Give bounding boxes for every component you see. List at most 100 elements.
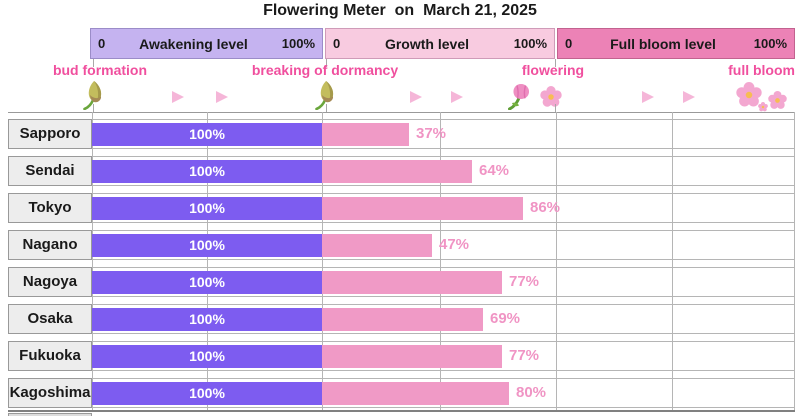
city-label: Fukuoka: [8, 341, 92, 371]
awakening-bar-label: 100%: [189, 274, 225, 290]
gridline: [556, 112, 557, 410]
awakening-bar-label: 100%: [189, 237, 225, 253]
gridline: [322, 112, 323, 410]
gridline: [92, 148, 795, 149]
stage-tick: [555, 59, 556, 67]
stage-label-bud-formation: bud formation: [52, 62, 148, 78]
city-label: Kagoshima: [8, 378, 92, 408]
awakening-bar: 100%: [92, 234, 322, 257]
growth-percent-label: 86%: [530, 199, 561, 216]
bud-icon: [315, 81, 334, 110]
bud-icon: [83, 81, 102, 110]
awakening-bar: 100%: [92, 271, 322, 294]
growth-bar: [322, 234, 432, 257]
full-bloom-min-label: 0: [565, 36, 573, 51]
awakening-bar: 100%: [92, 160, 322, 183]
growth-percent-label: 80%: [516, 384, 547, 401]
growth-bar: [322, 345, 502, 368]
tulip-flower-icon: [508, 84, 530, 110]
cherry-blossom-icon: [736, 82, 762, 107]
gridline: [92, 156, 795, 157]
growth-bar: [322, 197, 523, 220]
full-bloom-level-band: 0 Full bloom level 100%: [557, 28, 795, 59]
page-title: Flowering Meter on March 21, 2025: [263, 2, 537, 19]
awakening-bar-label: 100%: [189, 200, 225, 216]
gridline: [92, 333, 795, 334]
table-row: Fukuoka 100% 77%: [8, 341, 795, 371]
awakening-bar-label: 100%: [189, 163, 225, 179]
stage-tick: [555, 104, 556, 112]
growth-percent-label: 37%: [416, 125, 447, 142]
stage-tick: [326, 104, 327, 112]
arrow-right-icon: [216, 91, 228, 103]
growth-bar: [322, 271, 502, 294]
arrow-right-icon: [683, 91, 695, 103]
full-bloom-band-label: Full bloom level: [610, 35, 716, 52]
gridline: [92, 267, 795, 268]
growth-level-band: 0 Growth level 100%: [325, 28, 555, 59]
table-row: Sendai 100% 64%: [8, 156, 795, 186]
arrow-right-icon: [410, 91, 422, 103]
awakening-bar: 100%: [92, 308, 322, 331]
gridline: [92, 370, 795, 371]
stage-label-full-bloom: full bloom: [728, 62, 795, 78]
city-label: Nagoya: [8, 267, 92, 297]
awakening-bar: 100%: [92, 345, 322, 368]
city-label: Nagano: [8, 230, 92, 260]
awakening-max-label: 100%: [281, 36, 315, 51]
gridline: [92, 304, 795, 305]
stage-tick: [93, 104, 94, 112]
growth-percent-label: 64%: [479, 162, 510, 179]
awakening-bar: 100%: [92, 197, 322, 220]
full-bloom-max-label: 100%: [753, 36, 787, 51]
table-right-border: [794, 112, 795, 410]
growth-percent-label: 77%: [509, 347, 540, 364]
cherry-blossom-icon: [540, 86, 562, 107]
awakening-band-label: Awakening level: [139, 35, 248, 52]
growth-bar: [322, 382, 509, 405]
growth-max-label: 100%: [513, 36, 547, 51]
gridline: [92, 296, 795, 297]
awakening-level-band: 0 Awakening level 100%: [90, 28, 323, 59]
awakening-min-label: 0: [98, 36, 106, 51]
table-bottom-border: [8, 410, 795, 412]
gridline: [207, 112, 208, 410]
stage-label-flowering: flowering: [521, 62, 585, 78]
arrow-right-icon: [642, 91, 654, 103]
growth-percent-label: 69%: [490, 310, 521, 327]
gridline: [440, 112, 441, 410]
gridline: [92, 193, 795, 194]
growth-bar: [322, 123, 409, 146]
table-row: Nagoya 100% 77%: [8, 267, 795, 297]
stage-tick: [326, 59, 327, 67]
cherry-blossom-icon: [758, 102, 768, 112]
stage-tick: [93, 59, 94, 67]
city-label: Osaka: [8, 304, 92, 334]
awakening-bar: 100%: [92, 382, 322, 405]
table-row: Kagoshima 100% 80%: [8, 378, 795, 408]
gridline: [92, 185, 795, 186]
gridline: [92, 407, 795, 408]
arrow-right-icon: [172, 91, 184, 103]
gridline: [92, 341, 795, 342]
city-label: Sapporo: [8, 119, 92, 149]
city-label: Tokyo: [8, 193, 92, 223]
table-row: Tokyo 100% 86%: [8, 193, 795, 223]
awakening-bar-label: 100%: [189, 348, 225, 364]
gridline: [92, 119, 795, 120]
awakening-bar-label: 100%: [189, 311, 225, 327]
city-label: Sendai: [8, 156, 92, 186]
growth-bar: [322, 160, 472, 183]
table-row: Sapporo 100% 37%: [8, 119, 795, 149]
partial-next-row-cell: [8, 413, 92, 416]
awakening-bar-label: 100%: [189, 385, 225, 401]
gridline: [672, 112, 673, 410]
growth-band-label: Growth level: [384, 35, 469, 52]
table-top-border: [8, 112, 795, 113]
growth-bar: [322, 308, 483, 331]
gridline: [92, 222, 795, 223]
stage-label-breaking-of-dormancy: breaking of dormancy: [251, 62, 399, 78]
gridline: [92, 112, 93, 410]
awakening-bar: 100%: [92, 123, 322, 146]
